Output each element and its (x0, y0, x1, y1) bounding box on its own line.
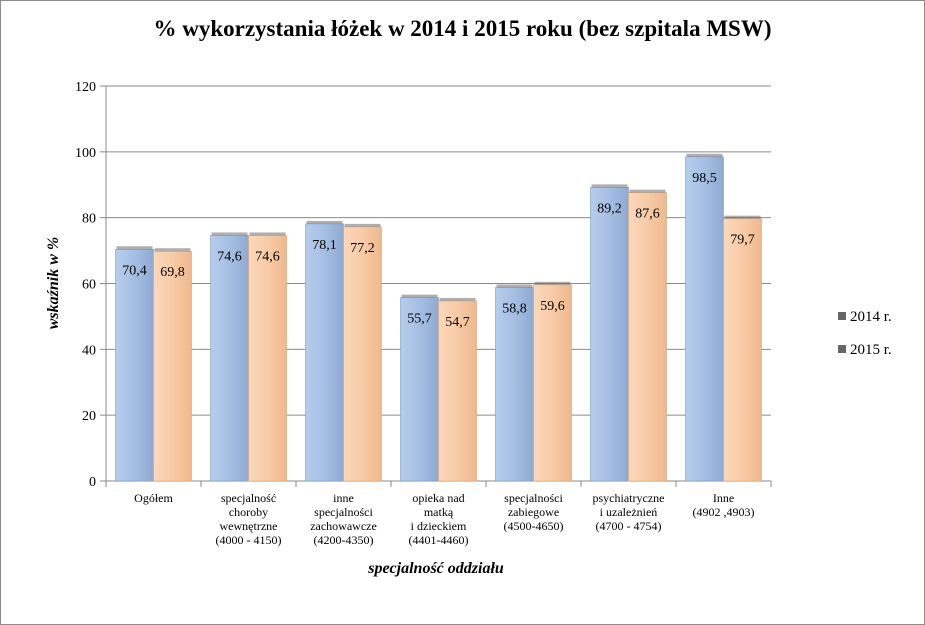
category-label: opieka nad matką i dzieckiem (4401-4460) (409, 491, 469, 547)
data-label: 74,6 (255, 249, 280, 264)
bar-top-shade (724, 215, 761, 219)
bar-2015-4 (533, 284, 572, 482)
legend-swatch-2014 (838, 312, 846, 320)
bar-top-shade (534, 281, 571, 285)
data-label: 78,1 (312, 238, 337, 253)
bar-2014-5 (590, 187, 629, 482)
bar-2015-6 (723, 218, 762, 482)
bar-2015-2 (343, 226, 382, 482)
legend-label: 2014 r. (850, 309, 892, 325)
category-label: psychiatryczne i uzależnień (4700 - 4754) (593, 491, 665, 533)
bar-top-shade (439, 297, 476, 301)
category-label: Inne (4902 ,4903) (693, 491, 755, 519)
legend-label: 2015 r. (850, 342, 892, 358)
category-label: specjalność choroby wewnętrzne (4000 - 4150… (216, 491, 282, 547)
y-tick-label: 60 (82, 278, 96, 293)
bar-top-shade (306, 220, 343, 224)
bar-2014-0 (115, 248, 154, 482)
data-label: 69,8 (160, 265, 185, 280)
bar-2015-3 (438, 300, 477, 482)
legend: 2014 r. 2015 r. (838, 309, 892, 358)
y-tick-label: 40 (82, 343, 96, 358)
x-axis-title: specjalność oddziału (367, 560, 504, 577)
bar-2015-0 (153, 250, 192, 482)
data-label: 87,6 (635, 207, 660, 222)
bar-top-shade (116, 246, 153, 250)
bar-top-shade (686, 153, 723, 157)
y-tick-label: 80 (82, 212, 96, 227)
bar-top-shade (154, 248, 191, 252)
bar-top-shade (211, 232, 248, 236)
data-label: 77,2 (350, 241, 375, 256)
bar-top-shade (496, 284, 533, 288)
bar-2015-1 (248, 235, 287, 482)
bar-2014-2 (305, 223, 344, 482)
data-label: 59,6 (540, 299, 565, 314)
bar-2014-6 (685, 156, 724, 482)
data-label: 70,4 (122, 263, 147, 278)
y-tick-label: 100 (75, 146, 96, 161)
data-label: 89,2 (597, 201, 622, 216)
category-label: specjalności zabiegowe (4500-4650) (504, 491, 564, 533)
y-tick-label: 0 (89, 475, 96, 490)
y-tick-label: 120 (75, 80, 96, 95)
category-label: inne specjalności zachowawcze (4200-4350) (310, 491, 377, 547)
bar-2014-4 (495, 287, 534, 482)
bar-top-shade (629, 189, 666, 193)
bar-top-shade (591, 184, 628, 188)
category-label: Ogółem (134, 491, 173, 505)
data-label: 79,7 (730, 233, 755, 248)
bar-top-shade (344, 223, 381, 227)
data-label: 58,8 (502, 301, 527, 316)
y-tick-label: 20 (82, 409, 96, 424)
data-label: 98,5 (692, 171, 717, 186)
bar-top-shade (401, 294, 438, 298)
chart-title: % wykorzystania łóżek w 2014 i 2015 roku… (153, 16, 772, 41)
legend-swatch-2015 (838, 345, 846, 353)
bar-2014-1 (210, 235, 249, 482)
bar-2015-5 (628, 192, 667, 482)
bar-top-shade (249, 232, 286, 236)
data-label: 54,7 (445, 315, 470, 330)
data-label: 74,6 (217, 249, 242, 264)
y-axis-title: wskaźnik w % (45, 237, 62, 329)
bar-2014-3 (400, 297, 439, 482)
data-label: 55,7 (407, 312, 432, 327)
